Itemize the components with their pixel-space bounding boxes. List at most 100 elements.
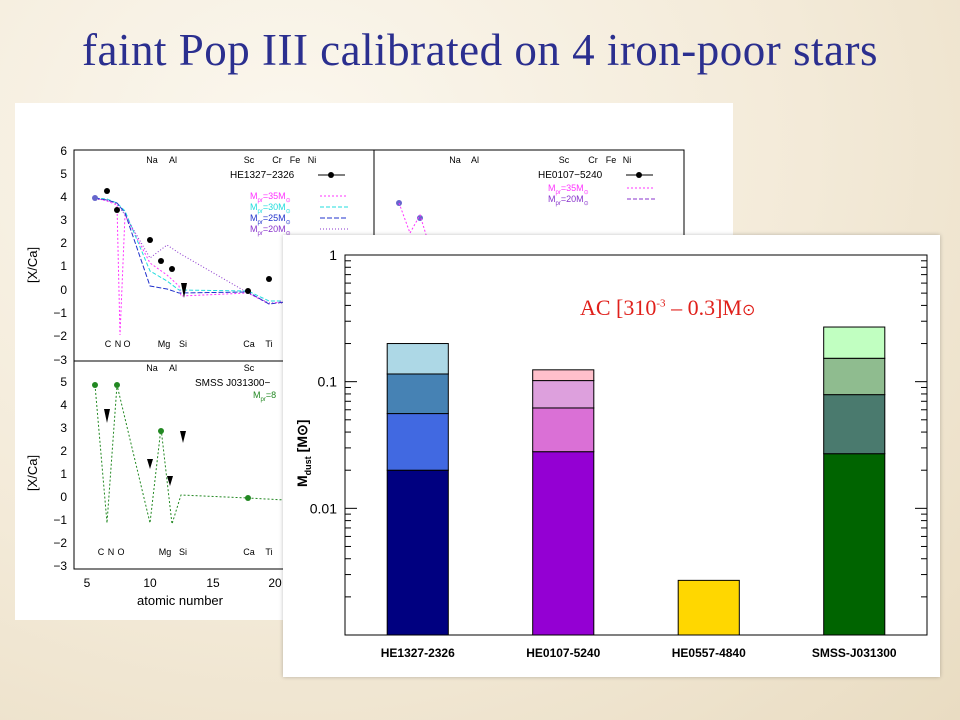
x-category-label: SMSS-J031300 (812, 646, 897, 660)
observed-points (92, 188, 272, 294)
y-tick: −3 (53, 559, 67, 573)
element-label: Fe (290, 155, 301, 165)
element-label: O (117, 547, 124, 557)
y-tick: 3 (60, 421, 67, 435)
element-label: Mg (159, 547, 172, 557)
dust-chart-svg: HE1327-2326 HE0107-5240 HE0557-4840 SMSS-J0… (294, 247, 928, 660)
bar-segment (532, 407, 595, 453)
star-name: HE1327−2326 (230, 170, 295, 181)
y-tick: 4 (60, 398, 67, 412)
element-label: Fe (606, 155, 617, 165)
star-name: SMSS J031300− (195, 378, 270, 389)
dust-mass-chart: HE1327-2326 HE0107-5240 HE0557-4840 SMSS-J0… (283, 235, 940, 677)
bar-segment (823, 453, 886, 636)
element-label: Ca (243, 547, 255, 557)
y-tick: 3 (60, 213, 67, 227)
element-label: Si (179, 547, 187, 557)
element-label: Mg (158, 339, 171, 349)
element-label: Na (146, 155, 158, 165)
element-label: Al (169, 155, 177, 165)
y-tick: 1 (60, 467, 67, 481)
x-tick: 5 (84, 576, 91, 590)
model-line (94, 197, 286, 305)
model-line (94, 198, 285, 304)
y-tick-label: 0.1 (318, 374, 338, 390)
element-label: N (115, 339, 122, 349)
abundance-svg: 6 5 4 3 2 1 0 −1 −2 −3 [X/Ca] Na Al Sc C… (25, 144, 685, 608)
element-label: Ti (265, 547, 272, 557)
model-line (94, 197, 285, 302)
x-category-label: HE0107-5240 (526, 646, 600, 660)
y-tick: 2 (60, 236, 67, 250)
star-name: HE0107−5240 (538, 170, 603, 181)
element-label: N (108, 547, 115, 557)
y-tick: −3 (53, 353, 67, 367)
x-tick: 10 (143, 576, 157, 590)
element-label: Cr (588, 155, 598, 165)
x-category-label: HE0557-4840 (672, 646, 746, 660)
bar-segment (532, 369, 595, 382)
y-tick: −2 (53, 536, 67, 550)
y-tick: −1 (53, 306, 67, 320)
bar-segment (823, 394, 886, 455)
bar-segment (823, 357, 886, 396)
legend-entry: Mpr=35M⊙ (250, 191, 291, 204)
element-label: Sc (559, 155, 570, 165)
element-label: Na (449, 155, 461, 165)
dust-range-label: AC [310-3 – 0.3]M⊙ (580, 295, 756, 320)
y-tick: 6 (60, 144, 67, 158)
element-label: Al (471, 155, 479, 165)
y-tick: 2 (60, 444, 67, 458)
bar-segment (386, 343, 449, 375)
element-label: Ti (265, 339, 272, 349)
bar-segment (532, 451, 595, 636)
model-line (94, 197, 286, 336)
x-category-label: HE1327-2326 (381, 646, 455, 660)
bar-segment (386, 373, 449, 415)
y-tick: 5 (60, 375, 67, 389)
y-tick: 0 (60, 283, 67, 297)
slide-title: faint Pop III calibrated on 4 iron-poor … (81, 25, 879, 75)
element-label: O (123, 339, 130, 349)
legend-entry: Mpr=8 (253, 390, 276, 403)
element-label: Al (169, 363, 177, 373)
element-label: C (105, 339, 112, 349)
element-label: Ni (623, 155, 632, 165)
y-axis-label: [X/Ca] (25, 455, 40, 491)
bar-segment (386, 413, 449, 471)
element-label: Na (146, 363, 158, 373)
element-label: Ca (243, 339, 255, 349)
model-line (398, 202, 428, 239)
y-tick-label: 1 (329, 247, 337, 263)
legend-entry: Mpr=20M⊙ (548, 194, 589, 207)
bar-segment (677, 579, 740, 636)
element-label: C (98, 547, 105, 557)
x-tick: 15 (206, 576, 220, 590)
y-tick: 1 (60, 259, 67, 273)
element-label: Si (179, 339, 187, 349)
element-label: Sc (244, 363, 255, 373)
x-axis-label: atomic number (137, 593, 224, 608)
y-tick-label: 0.01 (310, 500, 337, 516)
legend-entry: Mpr=35M⊙ (548, 183, 589, 196)
element-label: Sc (244, 155, 255, 165)
upper-limit-marker (181, 283, 187, 298)
model-line (94, 384, 286, 525)
element-label: Cr (272, 155, 282, 165)
element-label: Ni (308, 155, 317, 165)
y-tick: 4 (60, 190, 67, 204)
bar-segment (386, 469, 449, 636)
y-tick: −2 (53, 329, 67, 343)
y-tick: 0 (60, 490, 67, 504)
bar-segment (532, 380, 595, 409)
upper-limit-markers (104, 409, 186, 486)
y-tick: 5 (60, 167, 67, 181)
legend-entry: Mpr=25M⊙ (250, 213, 291, 226)
chart-frame (344, 254, 928, 636)
y-tick: −1 (53, 513, 67, 527)
y-axis-label: [X/Ca] (25, 247, 40, 283)
bar-segment (823, 326, 886, 359)
x-tick: 20 (268, 576, 282, 590)
observed-points (92, 382, 251, 501)
legend-entry: Mpr=30M⊙ (250, 202, 291, 215)
